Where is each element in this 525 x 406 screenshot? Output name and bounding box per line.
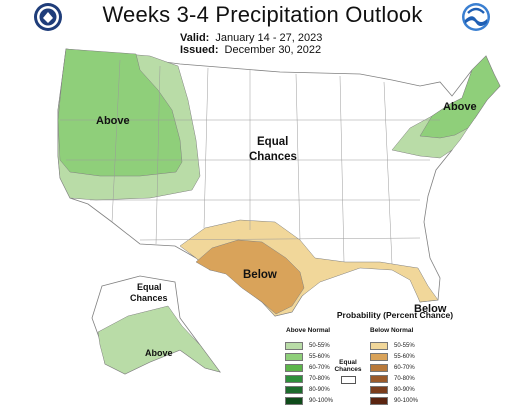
below-legend-row: 70-80% <box>370 373 418 384</box>
above-legend-row: 55-60% <box>285 351 333 362</box>
equal-chances-center-label-1: Equal <box>257 136 288 148</box>
above-legend-label: 55-60% <box>309 353 330 360</box>
noaa-cpc-seal-icon <box>34 3 62 31</box>
above-legend-swatch <box>285 396 303 405</box>
above-legend-label: 70-80% <box>309 375 330 382</box>
state-lines <box>60 59 440 265</box>
northeast-above-mid-region <box>419 55 501 139</box>
alaska-equal-label-2: Chances <box>130 293 168 303</box>
below-legend-swatch <box>370 385 388 394</box>
legend-equal-chances: Equal Chances <box>333 359 363 384</box>
below-legend-swatch <box>370 363 388 372</box>
below-legend-swatch <box>370 341 388 350</box>
legend-equal-label-1: Equal <box>339 359 357 366</box>
above-legend-label: 50-55% <box>309 342 330 349</box>
above-legend-label: 80-90% <box>309 386 330 393</box>
page-title: Weeks 3-4 Precipitation Outlook <box>102 2 423 27</box>
below-legend-swatch <box>370 374 388 383</box>
south-below-label: Below <box>243 269 277 281</box>
above-legend-row: 60-70% <box>285 362 333 373</box>
issued-value: December 30, 2022 <box>224 44 322 56</box>
above-legend-row: 90-100% <box>285 395 333 406</box>
below-legend-row: 55-60% <box>370 351 418 362</box>
above-legend-label: 90-100% <box>309 397 334 404</box>
legend-below-column: 50-55% 55-60% 60-70% 70-80% 80-90% 90-100% <box>370 340 418 406</box>
legend-equal-label-2: Chances <box>334 366 362 373</box>
legend-equal-swatch <box>340 376 356 384</box>
above-legend-swatch <box>285 341 303 350</box>
valid-line: Valid: January 14 - 27, 2023 <box>180 32 322 44</box>
legend-below-header: Below Normal <box>370 327 414 334</box>
equal-chances-center-label-2: Chances <box>249 151 297 163</box>
below-legend-swatch <box>370 352 388 361</box>
below-legend-label: 80-90% <box>394 386 415 393</box>
below-legend-row: 50-55% <box>370 340 418 351</box>
legend-above-header: Above Normal <box>286 327 331 334</box>
above-legend-swatch <box>285 385 303 394</box>
west-above-mid-region <box>57 48 183 177</box>
noaa-logo-icon <box>462 3 490 31</box>
alaska-equal-label-1: Equal <box>137 282 162 292</box>
below-legend-row: 90-100% <box>370 395 418 406</box>
valid-value: January 14 - 27, 2023 <box>215 32 323 44</box>
issued-line: Issued: December 30, 2022 <box>180 44 321 56</box>
alaska-above-light-region <box>97 305 221 375</box>
northeast-above-label: Above <box>443 101 477 113</box>
legend: Probability (Percent Chance) Above Norma… <box>280 310 525 405</box>
below-legend-label: 90-100% <box>394 397 419 404</box>
west-above-label: Above <box>96 115 130 127</box>
alaska-above-label: Above <box>145 348 173 358</box>
issued-label: Issued: <box>180 44 219 56</box>
valid-label: Valid: <box>180 32 210 44</box>
legend-above-column: 50-55% 55-60% 60-70% 70-80% 80-90% 90-100% <box>285 340 333 406</box>
above-legend-swatch <box>285 363 303 372</box>
legend-title: Probability (Percent Chance) <box>336 310 454 320</box>
below-legend-row: 80-90% <box>370 384 418 395</box>
below-legend-label: 55-60% <box>394 353 415 360</box>
below-legend-label: 70-80% <box>394 375 415 382</box>
above-legend-label: 60-70% <box>309 364 330 371</box>
above-legend-swatch <box>285 374 303 383</box>
below-legend-row: 60-70% <box>370 362 418 373</box>
above-legend-row: 70-80% <box>285 373 333 384</box>
south-below-mid-region <box>195 239 305 315</box>
florida-below-label: Below <box>414 303 447 315</box>
below-legend-label: 60-70% <box>394 364 415 371</box>
below-legend-label: 50-55% <box>394 342 415 349</box>
above-legend-row: 50-55% <box>285 340 333 351</box>
below-legend-swatch <box>370 396 388 405</box>
above-legend-swatch <box>285 352 303 361</box>
above-legend-row: 80-90% <box>285 384 333 395</box>
